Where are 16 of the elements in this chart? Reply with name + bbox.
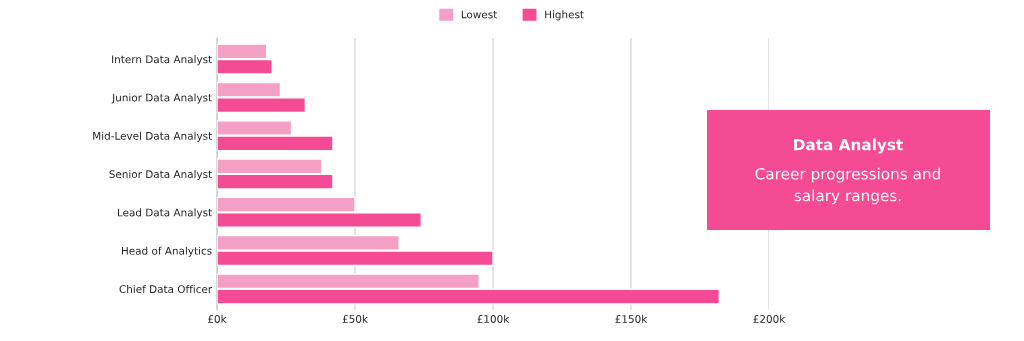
y-tick-label: Senior Data Analyst	[109, 170, 212, 181]
x-tick-label: £0k	[208, 314, 227, 323]
x-tick-label: £100k	[477, 314, 510, 323]
y-tick-label: Mid-Level Data Analyst	[93, 131, 212, 142]
y-tick-label: Head of Analytics	[121, 246, 212, 257]
x-tick-label: £50k	[342, 314, 368, 323]
y-tick-label: Junior Data Analyst	[111, 93, 212, 104]
x-tick-label: £150k	[615, 314, 648, 323]
y-tick-label: Chief Data Officer	[119, 284, 213, 294]
x-tick-label: £200k	[753, 314, 786, 323]
text: Data Analyst	[794, 138, 903, 154]
y-tick-label: Lead Data Analyst	[117, 208, 212, 219]
legend-label: Highest	[545, 10, 584, 21]
y-tick-label: Intern Data Analyst	[112, 55, 212, 66]
legend-label: Lowest	[461, 10, 498, 19]
text: Career progressions and salary ranges.	[755, 167, 940, 205]
